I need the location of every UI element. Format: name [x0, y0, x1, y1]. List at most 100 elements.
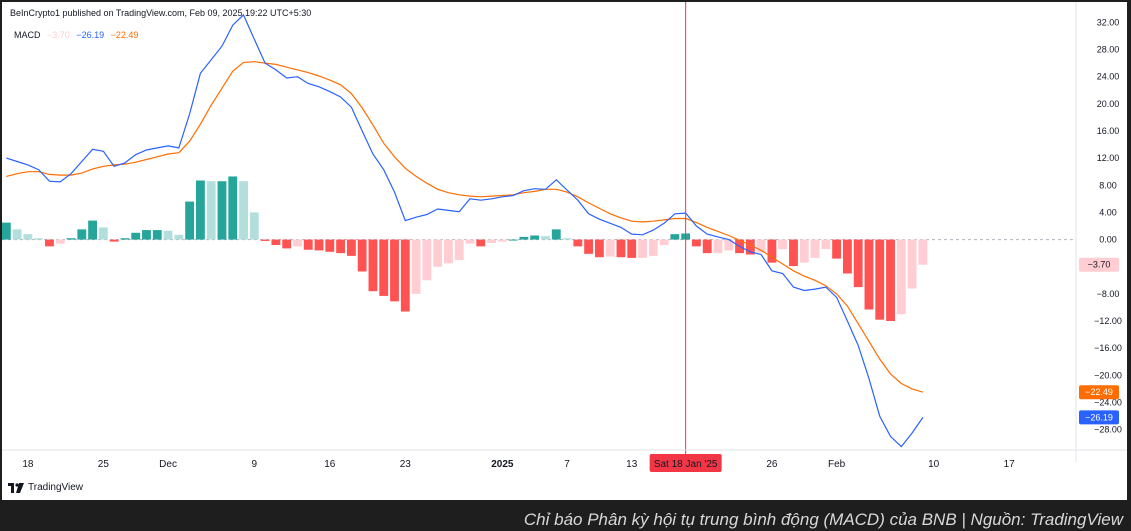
publish-info: BeInCrypto1 published on TradingView.com…: [10, 8, 312, 18]
histogram-bar: [12, 229, 22, 240]
hist-last-value-tag-label: −3.70: [1088, 260, 1111, 270]
histogram-bar: [487, 239, 496, 243]
histogram-bar: [853, 239, 863, 288]
histogram-bar: [357, 239, 367, 272]
histogram-bar: [605, 239, 615, 257]
histogram-bar: [325, 239, 335, 252]
x-tick-label: 23: [400, 459, 412, 470]
x-tick-label: 25: [98, 459, 110, 470]
histogram-bar: [702, 239, 712, 254]
x-tick-label: 7: [564, 459, 570, 470]
histogram-bar: [562, 238, 572, 240]
histogram-bar: [88, 220, 97, 240]
histogram-bar: [66, 238, 76, 240]
histogram-bar: [131, 232, 141, 240]
y-tick-label: −28.00: [1094, 425, 1122, 435]
y-tick-label: 0.00: [1099, 235, 1117, 245]
x-tick-label: 10: [928, 459, 940, 470]
last-value-tags: −3.70 −22.49 −26.19: [1079, 257, 1119, 425]
y-tick-label: −20.00: [1094, 370, 1122, 380]
histogram-bar: [217, 181, 227, 240]
histogram-bar: [465, 239, 475, 244]
histogram-bar: [109, 239, 119, 242]
histogram-bar: [886, 239, 895, 322]
y-tick-label: 24.00: [1097, 72, 1120, 82]
histogram-bar: [648, 239, 658, 256]
histogram-bar: [271, 239, 281, 246]
x-tick-label: 16: [324, 459, 336, 470]
histogram-bar: [23, 234, 33, 240]
histogram-bar: [756, 239, 766, 253]
histogram-bar: [541, 236, 550, 240]
y-tick-label: 12.00: [1097, 153, 1120, 163]
histogram-bar: [260, 239, 270, 241]
macd-last-value-tag-label: −26.19: [1085, 412, 1113, 422]
macd-last-value-tag: −26.19: [1079, 410, 1119, 425]
histogram-bar: [411, 239, 421, 294]
y-tick-label: 8.00: [1099, 180, 1117, 190]
histogram-bar: [314, 239, 324, 251]
histogram-bar: [573, 239, 583, 247]
histogram-bar: [670, 234, 680, 240]
histogram-bar: [303, 239, 313, 250]
macd-line: [6, 13, 924, 448]
histogram-bar: [864, 239, 874, 310]
histogram-bar: [379, 239, 389, 296]
histogram-bar: [239, 181, 248, 240]
macd-chart[interactable]: 32.00 28.00 24.00 20.00 16.00 12.00 8.00 4.00 0.…: [2, 2, 1127, 500]
histogram-bar: [400, 239, 410, 312]
histogram-bar: [228, 176, 238, 240]
histogram-bar: [422, 239, 432, 281]
histogram-bar: [799, 239, 809, 263]
y-tick-label: −8.00: [1097, 289, 1120, 299]
histogram-bar: [551, 229, 561, 240]
histogram-bar: [2, 222, 11, 240]
legend-macd-value: −26.19: [76, 30, 105, 40]
histogram-bar: [185, 201, 195, 240]
histogram-bar: [638, 239, 647, 258]
tradingview-logo[interactable]: TradingView: [8, 482, 83, 493]
indicator-legend[interactable]: MACD −3.70 −26.19 −22.49: [14, 30, 142, 40]
histogram-bar: [810, 239, 820, 258]
image-caption: Chỉ báo Phân kỳ hội tụ trung bình động (…: [523, 510, 1123, 529]
histogram-bar: [206, 181, 216, 240]
histogram-bar: [368, 239, 378, 292]
histogram-bar: [594, 239, 604, 258]
histogram-bar: [907, 239, 917, 289]
histogram-bar: [778, 239, 788, 250]
y-tick-label: 4.00: [1099, 207, 1117, 217]
y-tick-label: −12.00: [1094, 316, 1122, 326]
x-tick-label: 17: [1004, 459, 1016, 470]
brand-name: TradingView: [28, 482, 84, 493]
histogram-bar: [713, 239, 723, 254]
x-axis-ticks: 18 25 Dec 9 16 23 2025 7 13 26 Feb 10 17: [22, 459, 1015, 470]
histogram-bar: [45, 239, 54, 247]
histogram-bar: [821, 239, 831, 250]
crosshair-date-tag-bg: [649, 454, 722, 472]
histogram-bar: [152, 230, 162, 240]
histogram-bar: [433, 239, 443, 267]
histogram-bar: [896, 239, 906, 315]
histogram-bar: [34, 238, 44, 240]
histogram-bar: [767, 239, 777, 263]
y-tick-label: −24.00: [1094, 397, 1122, 407]
histogram-bar: [584, 239, 594, 254]
histogram-bar: [120, 238, 130, 240]
histogram-bar: [692, 239, 701, 247]
macd-last-value-tag-bg: [1079, 410, 1119, 425]
legend-name: MACD: [14, 30, 41, 40]
hist-last-value-tag: −3.70: [1079, 257, 1119, 272]
histogram-bar: [346, 239, 356, 256]
histogram-series: [2, 176, 928, 322]
histogram-bar: [530, 235, 540, 240]
histogram-bar: [724, 239, 734, 251]
histogram-bar: [476, 239, 486, 247]
histogram-bar: [195, 180, 205, 240]
histogram-bar: [98, 227, 108, 240]
y-tick-label: 20.00: [1097, 99, 1120, 109]
histogram-bar: [142, 230, 151, 240]
histogram-bar: [842, 239, 852, 274]
x-tick-label: 18: [22, 459, 34, 470]
histogram-bar: [163, 230, 173, 240]
histogram-bar: [77, 229, 87, 240]
